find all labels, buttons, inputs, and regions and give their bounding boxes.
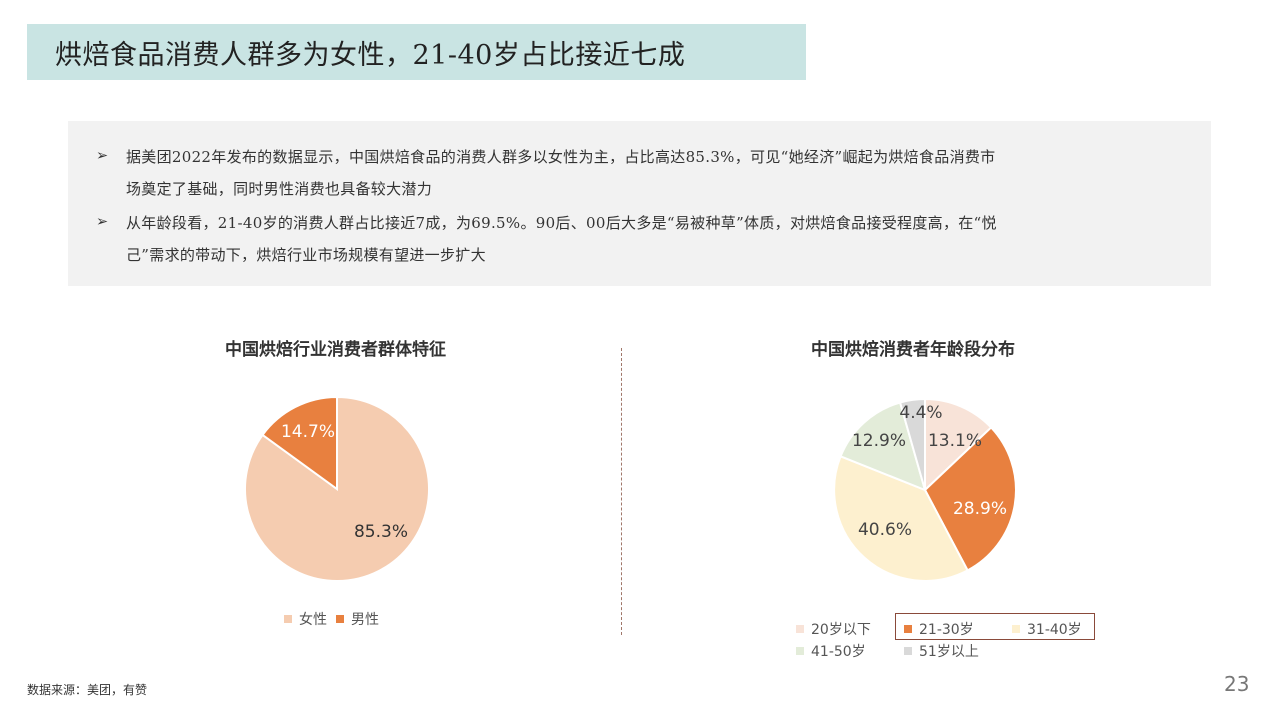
dashed-divider — [621, 348, 622, 635]
legend-label-over-51: 51岁以上 — [919, 644, 979, 660]
legend-label-under-20: 20岁以下 — [811, 622, 871, 638]
legend-label-41-50: 41-50岁 — [811, 644, 866, 660]
legend-item-female: 女性 — [284, 609, 327, 629]
slice-male — [261, 395, 338, 491]
label-under-20: 13.1% — [928, 431, 982, 451]
bullet-1-line-2: 场奠定了基础，同时男性消费也具备较大潜力 — [126, 180, 433, 198]
legend-swatch-under-20 — [796, 625, 804, 633]
summary-box: ➢ 据美团2022年发布的数据显示，中国烘焙食品的消费人群多以女性为主，占比高达… — [68, 121, 1211, 286]
label-over-51: 4.4% — [899, 403, 942, 423]
legend-swatch-31-40 — [1012, 625, 1020, 633]
legend-item-41-50: 41-50岁 — [796, 641, 866, 661]
legend-swatch-female — [284, 615, 292, 623]
label-31-40: 40.6% — [858, 520, 912, 540]
arrow-bullet-icon: ➢ — [96, 148, 109, 164]
legend-label-female: 女性 — [299, 612, 327, 628]
slice-21-30 — [923, 426, 1017, 572]
slide-title: 烘焙食品消费人群多为女性，21-40岁占比接近七成 — [55, 39, 686, 71]
bullet-1-line-1: 据美团2022年发布的数据显示，中国烘焙食品的消费人群多以女性为主，占比高达85… — [126, 148, 996, 166]
gender-chart-title: 中国烘焙行业消费者群体特征 — [225, 340, 446, 360]
legend-label-male: 男性 — [351, 612, 379, 628]
bullet-2-line-2: 己”需求的带动下，烘焙行业市场规模有望进一步扩大 — [126, 246, 486, 264]
slice-41-50 — [839, 401, 927, 492]
label-41-50: 12.9% — [852, 431, 906, 451]
legend-item-male: 男性 — [336, 609, 379, 629]
legend-swatch-male — [336, 615, 344, 623]
title-banner: 烘焙食品消费人群多为女性，21-40岁占比接近七成 — [27, 24, 806, 80]
label-male: 14.7% — [281, 422, 335, 442]
slice-over-51 — [898, 397, 926, 491]
legend-swatch-41-50 — [796, 647, 804, 655]
slice-31-40 — [833, 454, 969, 582]
legend-swatch-21-30 — [904, 625, 912, 633]
label-female: 85.3% — [354, 522, 408, 542]
slice-under-20 — [924, 397, 993, 493]
data-source: 数据来源：美团，有赞 — [27, 683, 148, 697]
legend-item-21-30: 21-30岁 — [904, 619, 974, 639]
age-pie-chart: 13.1% 28.9% 40.6% 12.9% 4.4% — [833, 397, 1017, 582]
legend-highlight-box — [895, 613, 1095, 640]
bullet-2-line-1: 从年龄段看，21-40岁的消费人群占比接近7成，为69.5%。90后、00后大多… — [126, 214, 997, 232]
legend-item-under-20: 20岁以下 — [796, 619, 871, 639]
legend-item-31-40: 31-40岁 — [1012, 619, 1082, 639]
arrow-bullet-icon: ➢ — [96, 214, 109, 230]
label-21-30: 28.9% — [953, 499, 1007, 519]
legend-swatch-over-51 — [904, 647, 912, 655]
gender-pie-chart: 14.7% 85.3% — [244, 395, 430, 582]
legend-label-21-30: 21-30岁 — [919, 622, 974, 638]
legend-item-over-51: 51岁以上 — [904, 641, 979, 661]
legend-label-31-40: 31-40岁 — [1027, 622, 1082, 638]
page-number: 23 — [1224, 672, 1250, 696]
age-chart-title: 中国烘焙消费者年龄段分布 — [811, 340, 1015, 360]
